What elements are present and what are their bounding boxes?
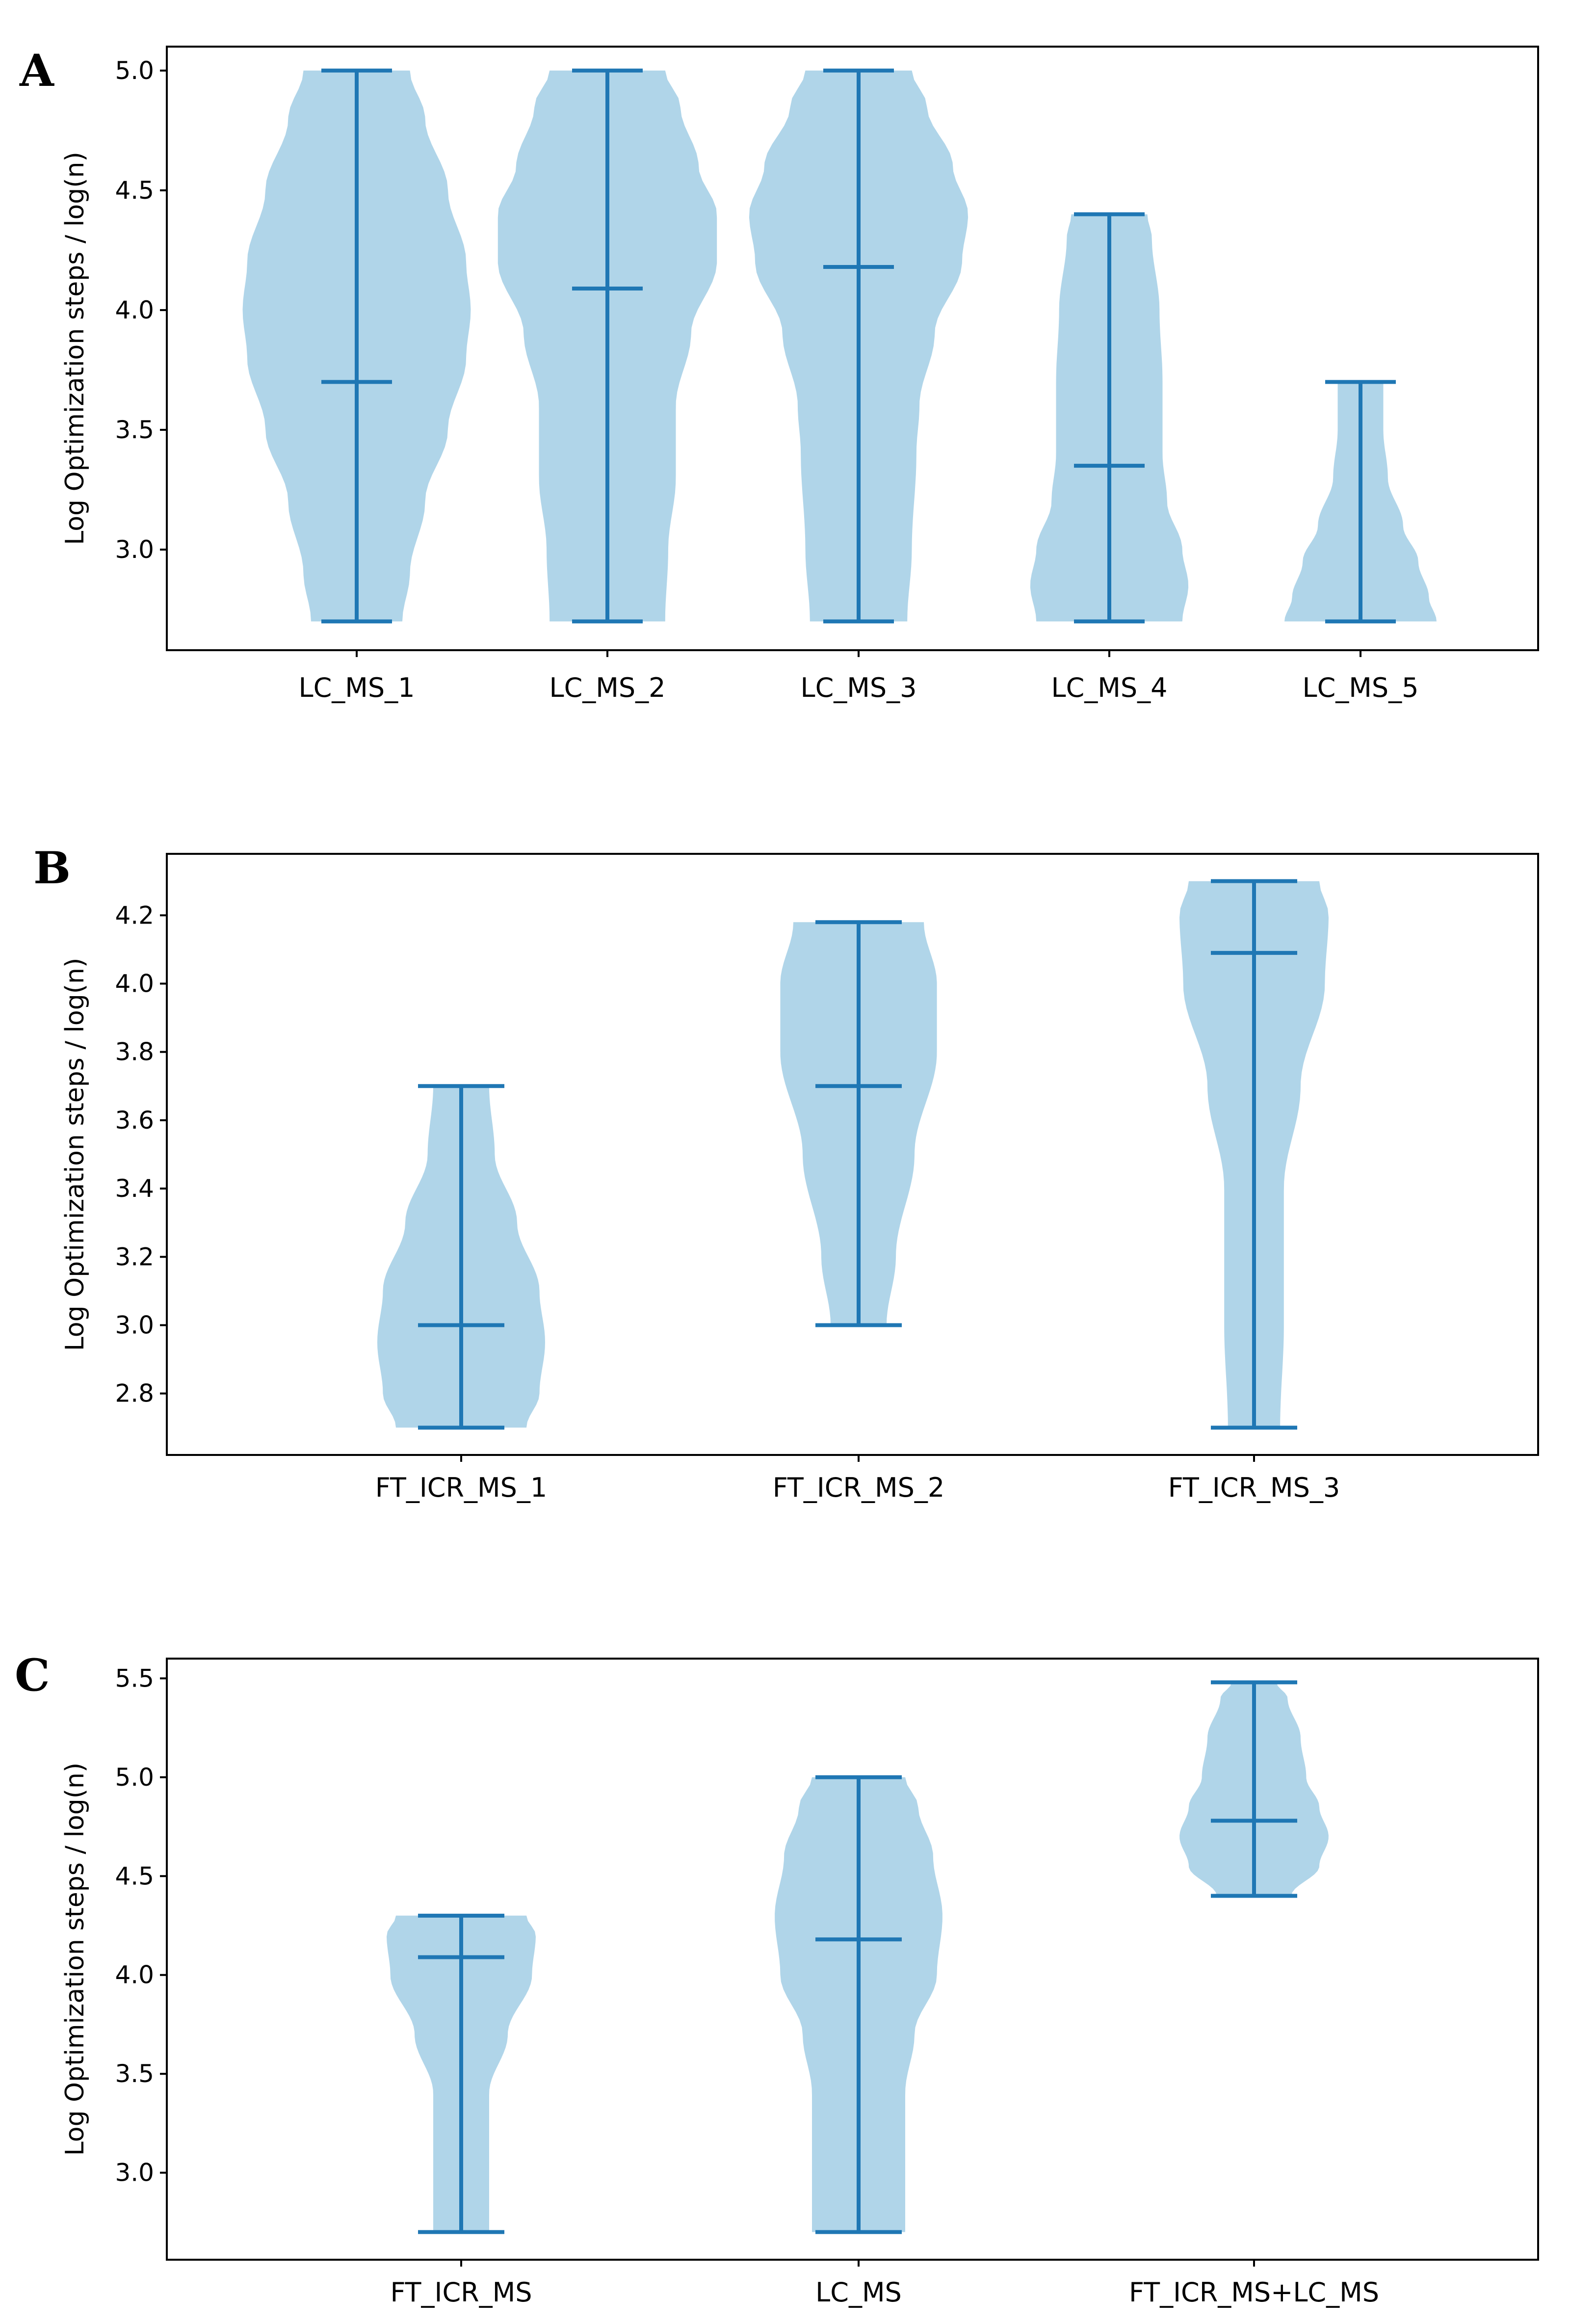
y-tick-label: 4.2	[115, 901, 154, 929]
x-tick-label: LC_MS	[815, 2277, 902, 2308]
y-axis-title: Log Optimization steps / log(n)	[60, 958, 90, 1351]
panel-A: A LC_MS_1 LC_MS_2 LC_MS_3 LC_MS_4 LC_MS_5 3.0 3…	[19, 45, 1539, 703]
x-tick-label: FT_ICR_MS+LC_MS	[1129, 2277, 1379, 2308]
y-tick-label: 3.2	[115, 1242, 154, 1271]
y-tick-label: 3.0	[115, 535, 154, 564]
y-tick-label: 3.0	[115, 2159, 154, 2187]
x-tick-label: LC_MS_5	[1302, 672, 1418, 703]
x-tick-label: LC_MS_3	[800, 672, 916, 703]
y-tick-label: 3.6	[115, 1106, 154, 1135]
plot-frame	[166, 46, 1539, 651]
y-tick-label: 2.8	[115, 1379, 154, 1408]
x-tick-label: LC_MS_1	[298, 672, 415, 703]
y-tick-label: 3.5	[115, 416, 154, 444]
y-axis-title: Log Optimization steps / log(n)	[60, 1763, 90, 2156]
y-tick-label: 4.5	[115, 1862, 154, 1890]
y-axis-title: Log Optimization steps / log(n)	[60, 152, 90, 545]
y-tick-label: 3.8	[115, 1038, 154, 1066]
panel-C: C FT_ICR_MS LC_MS FT_ICR_MS+LC_MS 3.0 3.5 4.0 4…	[15, 1649, 1539, 2308]
x-tick-label: LC_MS_2	[549, 672, 665, 703]
panel-label: B	[33, 842, 71, 894]
plot-frame	[166, 1658, 1539, 2261]
y-tick-label: 4.0	[115, 296, 154, 324]
y-tick-label: 5.5	[115, 1664, 154, 1692]
y-tick-label: 4.0	[115, 969, 154, 998]
y-tick-label: 3.4	[115, 1174, 154, 1203]
panel-B: B FT_ICR_MS_1 FT_ICR_MS_2 FT_ICR_MS_3 2.8 3.0…	[33, 842, 1539, 1503]
y-tick-label: 5.0	[115, 56, 154, 85]
y-tick-label: 3.0	[115, 1311, 154, 1340]
x-tick-label: LC_MS_4	[1051, 672, 1167, 703]
x-tick-label: FT_ICR_MS_1	[375, 1472, 547, 1503]
plot-frame	[166, 853, 1539, 1456]
y-tick-label: 4.5	[115, 176, 154, 205]
x-tick-label: FT_ICR_MS_2	[773, 1472, 944, 1503]
panel-label: A	[19, 45, 54, 97]
x-tick-label: FT_ICR_MS	[390, 2277, 532, 2308]
y-tick-label: 4.0	[115, 1961, 154, 1989]
y-tick-label: 3.5	[115, 2060, 154, 2088]
y-tick-label: 5.0	[115, 1763, 154, 1792]
x-tick-label: FT_ICR_MS_3	[1168, 1472, 1340, 1503]
panel-label: C	[15, 1649, 50, 1701]
